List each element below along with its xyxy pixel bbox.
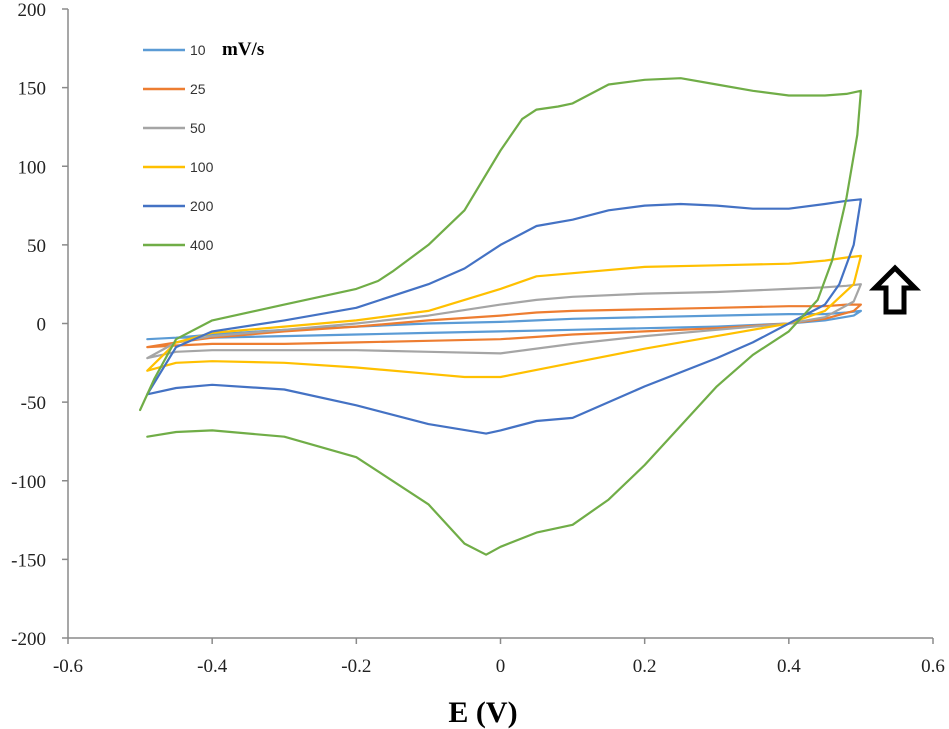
x-tick-label: -0.4 <box>197 656 228 677</box>
y-tick-label: 50 <box>27 236 46 257</box>
series-line-25 <box>146 303 863 349</box>
legend-label-200: 200 <box>190 198 214 214</box>
x-tick-labels: -0.6 -0.4 -0.2 0 0.2 0.4 0.6 <box>53 638 945 677</box>
y-tick-label: -50 <box>21 393 46 414</box>
legend-unit-label: mV/s <box>222 39 264 60</box>
y-tick-label: -100 <box>11 472 46 493</box>
x-tick-label: 0.2 <box>633 656 657 677</box>
series-line-200 <box>146 198 863 435</box>
y-tick-labels: 200 150 100 50 0 -50 -100 -150 -200 <box>11 0 68 650</box>
x-tick-label: 0.6 <box>921 656 945 677</box>
legend-label-10: 10 <box>190 42 206 58</box>
x-tick-label: -0.2 <box>341 656 371 677</box>
plot-series <box>139 77 863 556</box>
axes <box>67 9 933 639</box>
x-tick-label: 0 <box>496 656 506 677</box>
legend-label-400: 400 <box>190 237 214 253</box>
y-tick-label: 100 <box>18 157 47 178</box>
scan-rate-arrow <box>868 264 922 315</box>
y-tick-label: -150 <box>11 550 46 571</box>
up-arrow-icon <box>868 264 922 315</box>
x-axis-label: E (V) <box>448 696 517 729</box>
x-tick-label: 0.4 <box>777 656 801 677</box>
series-line-400 <box>139 77 863 556</box>
x-tick-label: -0.6 <box>53 656 83 677</box>
y-tick-label: 0 <box>37 315 47 336</box>
legend-label-100: 100 <box>190 159 214 175</box>
legend-label-50: 50 <box>190 120 206 136</box>
legend: 10 25 50 100 200 400 mV/s <box>143 39 264 253</box>
legend-label-25: 25 <box>190 81 206 97</box>
y-tick-label: 150 <box>18 79 47 100</box>
series-line-100 <box>146 254 863 379</box>
y-tick-label: 200 <box>18 0 47 21</box>
y-tick-label: -200 <box>11 629 46 650</box>
